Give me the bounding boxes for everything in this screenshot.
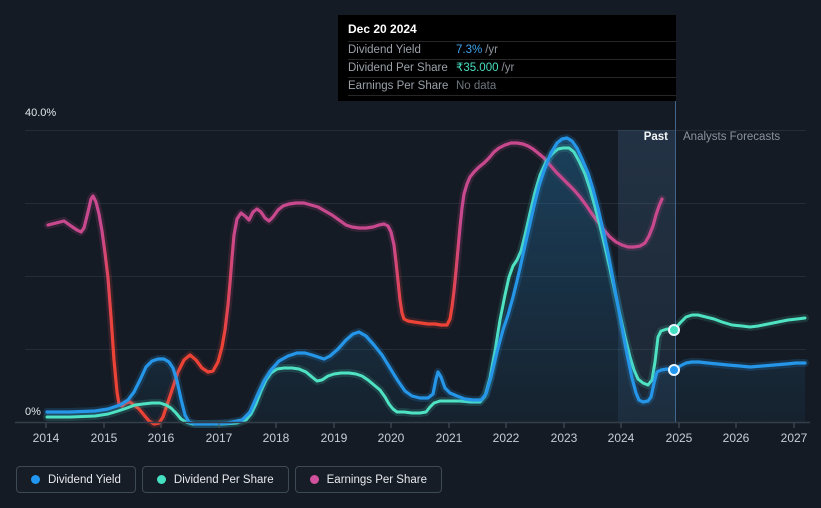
year-tick-label: 2019 (320, 431, 348, 445)
year-tick-label: 2025 (665, 431, 693, 445)
year-tick-label: 2016 (147, 431, 175, 445)
tooltip-row-dividend-per-share: Dividend Per Share ₹35.000 /yr (348, 59, 676, 77)
dividend-yield-dot-icon (31, 475, 40, 484)
tooltip-row-earnings-per-share: Earnings Per Share No data (348, 77, 676, 96)
x-axis-ticks (45, 423, 795, 428)
year-tick-label: 2026 (722, 431, 750, 445)
tooltip-label: Earnings Per Share (348, 80, 449, 92)
tooltip-value: 7.3% (456, 44, 483, 56)
year-tick-label: 2020 (377, 431, 405, 445)
legend-item-dividend-yield[interactable]: Dividend Yield (16, 466, 136, 493)
chart-tooltip: Dec 20 2024 Dividend Yield 7.3% /yr Divi… (338, 15, 676, 101)
year-tick-label: 2021 (435, 431, 463, 445)
tooltip-value: No data (456, 80, 497, 92)
dividend-per-share-marker[interactable] (668, 324, 680, 336)
tooltip-value-suffix: /yr (485, 44, 498, 56)
dividend-per-share-dot-icon (156, 475, 166, 484)
tooltip-value-suffix: /yr (501, 62, 515, 74)
tooltip-label: Dividend Yield (348, 44, 421, 56)
y-axis-top-label: 40.0% (25, 107, 57, 119)
dividend-yield-area (47, 138, 805, 424)
tooltip-date: Dec 20 2024 (348, 22, 417, 36)
legend-item-dividend-per-share[interactable]: Dividend Per Share (141, 466, 289, 493)
legend-label: Dividend Yield (48, 473, 121, 486)
year-tick-label: 2014 (32, 431, 60, 445)
year-tick-label: 2027 (780, 431, 808, 445)
year-tick-label: 2015 (90, 431, 118, 445)
earnings-per-share-dot-icon (309, 475, 319, 484)
year-tick-label: 2017 (205, 431, 233, 445)
legend-item-earnings-per-share[interactable]: Earnings Per Share (294, 466, 442, 493)
year-tick-label: 2018 (262, 431, 290, 445)
legend-label: Earnings Per Share (326, 473, 427, 486)
chart-area[interactable] (0, 0, 821, 455)
year-tick-label: 2024 (607, 431, 635, 445)
dividend-yield-marker[interactable] (668, 364, 680, 376)
y-axis-zero-label: 0% (25, 406, 41, 418)
tooltip-row-dividend-yield: Dividend Yield 7.3% /yr (348, 41, 676, 59)
year-tick-label: 2023 (550, 431, 578, 445)
dividend-yield-line (45, 136, 807, 426)
legend-label: Dividend Per Share (173, 473, 274, 486)
tooltip-value: ₹35.000 (456, 62, 499, 74)
past-section-label: Past (643, 131, 668, 143)
tooltip-label: Dividend Per Share (348, 62, 448, 74)
year-tick-label: 2022 (492, 431, 520, 445)
chart-legend: Dividend Yield Dividend Per Share Earnin… (16, 466, 442, 493)
analysts-forecasts-section-label: Analysts Forecasts (683, 131, 781, 143)
